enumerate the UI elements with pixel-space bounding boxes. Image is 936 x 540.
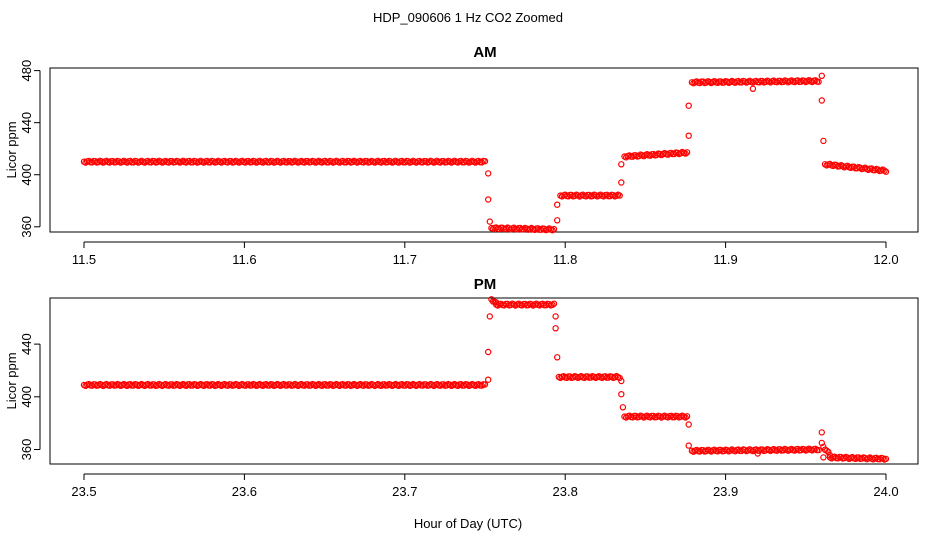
pm-data-point bbox=[812, 445, 819, 452]
am-data-point bbox=[485, 170, 492, 177]
pm-data-point bbox=[823, 447, 830, 454]
am-data-point bbox=[812, 77, 819, 84]
am-data-point bbox=[882, 168, 890, 175]
am-x-tick-label: 11.5 bbox=[72, 252, 96, 267]
pm-data-point bbox=[685, 442, 692, 449]
pm-data-point bbox=[619, 404, 627, 411]
pm-y-tick-label: 360 bbox=[19, 439, 34, 461]
figure-title: HDP_090606 1 Hz CO2 Zoomed bbox=[373, 10, 563, 25]
am-data-point bbox=[818, 72, 826, 80]
am-data-point bbox=[550, 225, 558, 233]
am-data-point bbox=[682, 150, 689, 157]
am-data-point bbox=[481, 157, 489, 165]
pm-data-point bbox=[685, 421, 692, 428]
am-data-point bbox=[685, 132, 692, 139]
am-y-axis-label: Licor ppm bbox=[4, 121, 19, 178]
am-data-point bbox=[818, 97, 826, 104]
am-panel-title: AM bbox=[473, 44, 496, 61]
am-y-tick-label: 400 bbox=[19, 164, 34, 186]
pm-y-tick-label: 440 bbox=[19, 333, 34, 355]
pm-points bbox=[80, 296, 890, 463]
pm-data-point bbox=[820, 454, 827, 461]
pm-x-axis: 23.5 23.6 23.7 23.8 23.9 24.0 bbox=[71, 473, 899, 499]
pm-data-point bbox=[481, 381, 489, 388]
am-data-point bbox=[486, 218, 493, 225]
pm-y-axis: 360 400 440 bbox=[19, 333, 41, 461]
am-y-tick-label: 480 bbox=[19, 60, 34, 82]
pm-data-point bbox=[552, 325, 559, 332]
pm-x-tick-label: 24.0 bbox=[873, 484, 898, 499]
pm-x-tick-label: 23.7 bbox=[392, 484, 417, 499]
am-y-tick-label: 360 bbox=[19, 216, 34, 238]
pm-plot-frame bbox=[49, 297, 919, 465]
pm-data-point bbox=[818, 439, 826, 447]
pm-data-point bbox=[618, 391, 625, 398]
am-x-tick-label: 11.6 bbox=[232, 252, 256, 267]
pm-data-point bbox=[618, 377, 625, 385]
pm-data-point bbox=[815, 446, 822, 454]
am-data-point bbox=[554, 217, 561, 224]
am-y-tick-label: 440 bbox=[19, 112, 34, 134]
am-data-point bbox=[485, 196, 492, 203]
am-plot-frame bbox=[49, 67, 919, 233]
pm-data-point bbox=[825, 448, 832, 456]
am-data-point bbox=[478, 159, 485, 166]
am-x-tick-label: 11.9 bbox=[713, 252, 737, 267]
am-x-axis: 11.5 11.6 11.7 11.8 11.9 12.0 bbox=[72, 241, 899, 267]
pm-y-tick-label: 400 bbox=[19, 386, 34, 408]
pm-data-point bbox=[485, 348, 492, 356]
am-data-point bbox=[685, 102, 692, 109]
am-data-point bbox=[616, 192, 623, 199]
pm-x-tick-label: 23.8 bbox=[553, 484, 578, 499]
pm-data-point bbox=[683, 413, 691, 420]
am-data-point bbox=[554, 201, 561, 208]
am-x-tick-label: 11.7 bbox=[393, 252, 417, 267]
am-points bbox=[80, 72, 890, 234]
x-axis-title: Hour of Day (UTC) bbox=[414, 516, 522, 531]
pm-data-point bbox=[552, 313, 559, 320]
am-data-point bbox=[749, 85, 757, 93]
am-y-axis: 360 400 440 480 bbox=[19, 60, 41, 238]
am-data-point bbox=[683, 149, 691, 156]
pm-data-point bbox=[754, 450, 761, 457]
am-x-tick-label: 12.0 bbox=[873, 252, 898, 267]
pm-data-point bbox=[478, 382, 485, 389]
am-data-point bbox=[618, 161, 625, 168]
am-data-point bbox=[618, 179, 625, 186]
pm-data-point bbox=[818, 429, 826, 436]
pm-x-tick-label: 23.5 bbox=[71, 484, 96, 499]
pm-y-axis-label: Licor ppm bbox=[4, 352, 19, 409]
pm-x-tick-label: 23.6 bbox=[232, 484, 257, 499]
panel-pm: PM 23.5 23.6 23.7 23.8 23.9 24.0 360 400 440 Li… bbox=[4, 276, 919, 499]
pm-data-point bbox=[616, 374, 623, 382]
pm-data-point bbox=[485, 376, 492, 383]
am-data-point bbox=[820, 137, 827, 145]
pm-x-tick-label: 23.9 bbox=[713, 484, 738, 499]
pm-data-point bbox=[550, 300, 558, 307]
pm-data-point bbox=[882, 455, 890, 463]
pm-panel-title: PM bbox=[474, 276, 497, 293]
pm-data-point bbox=[554, 354, 561, 361]
am-x-tick-label: 11.8 bbox=[553, 252, 577, 267]
panel-am: AM 11.5 11.6 11.7 11.8 11.9 12.0 360 400 440 480… bbox=[4, 44, 919, 267]
pm-data-point bbox=[486, 313, 493, 320]
am-data-point bbox=[815, 78, 822, 85]
